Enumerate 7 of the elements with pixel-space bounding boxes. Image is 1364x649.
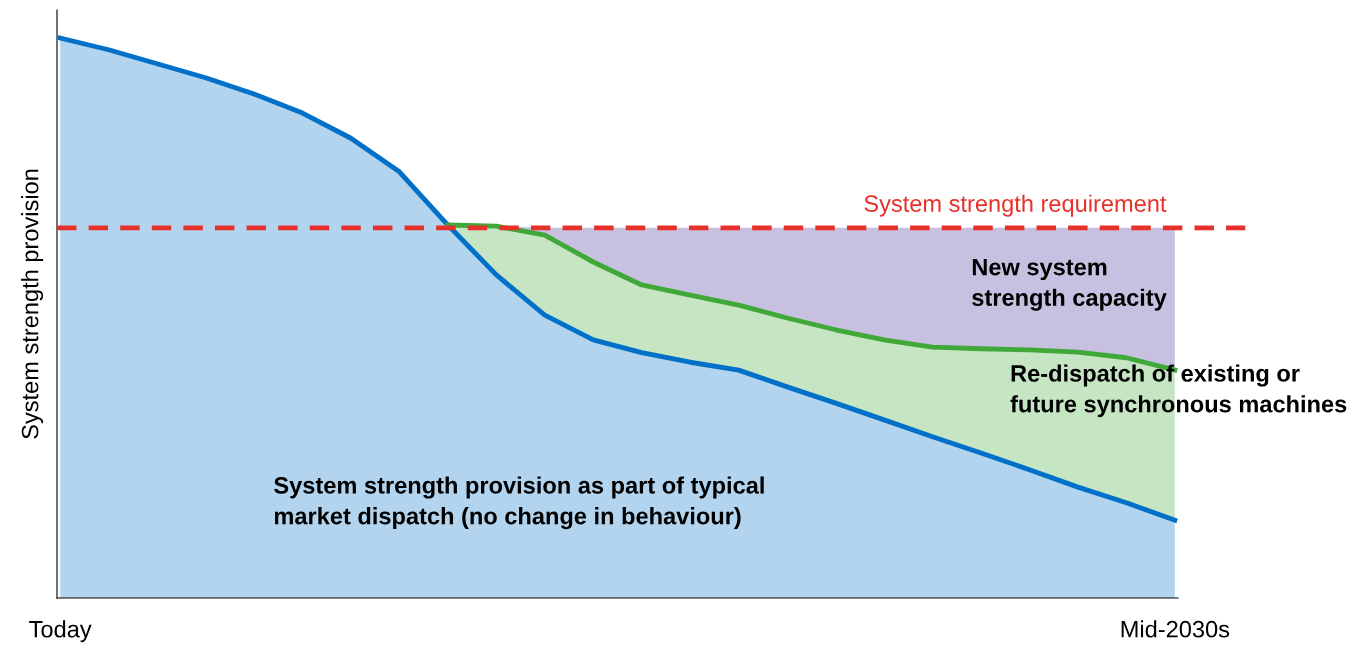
series-label: New system strength capacity <box>972 258 1167 311</box>
series-label: Re-dispatch of existing or future synchronous machines <box>1010 364 1347 418</box>
x-tick-label: Mid-2030s <box>1121 620 1230 638</box>
x-tick-label: Today <box>29 620 92 643</box>
y-axis-title: System strength provision <box>21 169 44 439</box>
series-label: System strength provision as part of typical market dispatch (no change in behaviour) <box>274 476 764 530</box>
ref-line-label: System strength requirement <box>864 194 1167 217</box>
